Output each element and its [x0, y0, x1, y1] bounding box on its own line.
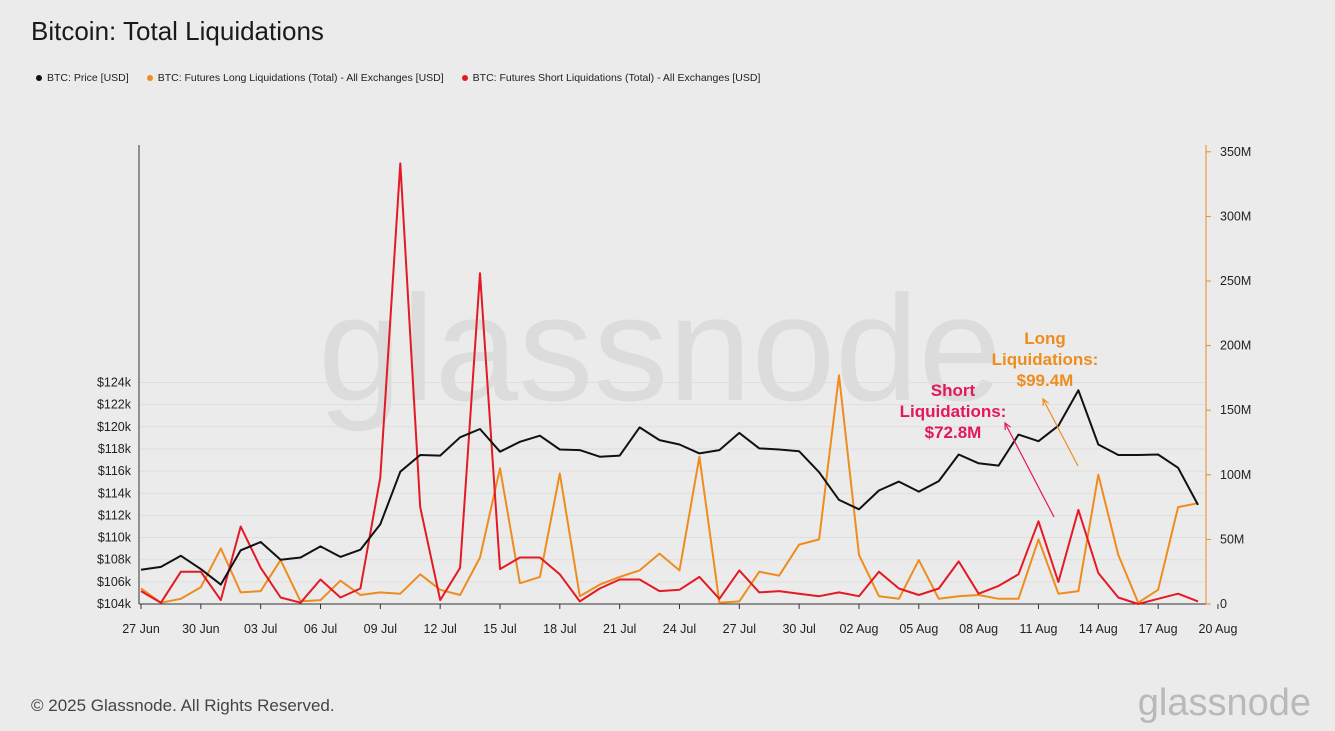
- long-liquidations-annotation-line: Liquidations:: [992, 350, 1099, 369]
- y-left-tick-label: $114k: [98, 486, 132, 500]
- series-line-short-liquidations: [140, 162, 1199, 605]
- chart-legend: BTC: Price [USD] BTC: Futures Long Liqui…: [36, 72, 760, 84]
- y-right-tick-label: 0: [1220, 597, 1227, 611]
- y-right-tick-label: 300M: [1220, 209, 1251, 223]
- x-tick-label: 14 Aug: [1079, 622, 1118, 636]
- x-tick-label: 03 Jul: [244, 622, 277, 636]
- short-liquidations-annotation-line: $72.8M: [925, 423, 982, 442]
- y-right-tick-label: 200M: [1220, 339, 1251, 353]
- x-tick-label: 27 Jul: [723, 622, 756, 636]
- long-annotation-arrow-shaft: [1042, 398, 1079, 467]
- y-right-tick-label: 50M: [1220, 532, 1244, 546]
- y-left-tick-label: $120k: [97, 420, 132, 434]
- x-tick-label: 30 Jul: [782, 622, 815, 636]
- x-tick-label: 21 Jul: [603, 622, 636, 636]
- y-left-tick-label: $110k: [98, 531, 132, 545]
- y-left-tick-label: $104k: [97, 597, 132, 611]
- x-tick-label: 09 Jul: [364, 622, 397, 636]
- x-tick-label: 17 Aug: [1139, 622, 1178, 636]
- x-tick-label: 20 Aug: [1199, 622, 1238, 636]
- x-tick-label: 08 Aug: [959, 622, 998, 636]
- y-right-tick-label: 350M: [1220, 145, 1251, 159]
- x-tick-label: 15 Jul: [483, 622, 516, 636]
- y-right-tick-label: 250M: [1220, 274, 1251, 288]
- series-line-long-liquidations: [140, 374, 1199, 604]
- long-liquidations-annotation-line: $99.4M: [1017, 371, 1074, 390]
- legend-label-price: BTC: Price [USD]: [47, 72, 129, 84]
- x-tick-label: 24 Jul: [663, 622, 696, 636]
- x-tick-label: 30 Jun: [182, 622, 220, 636]
- short-annotation-arrow-head: [1004, 421, 1011, 431]
- y-left-tick-label: $106k: [97, 575, 132, 589]
- legend-item-long-liquidations[interactable]: BTC: Futures Long Liquidations (Total) -…: [146, 72, 444, 84]
- chart-title: Bitcoin: Total Liquidations: [31, 16, 324, 46]
- short-liquidations-annotation-line: Liquidations:: [900, 402, 1007, 421]
- legend-item-price[interactable]: BTC: Price [USD]: [36, 72, 129, 84]
- long-liquidations-annotation-line: Long: [1024, 329, 1066, 348]
- legend-item-short-liquidations[interactable]: BTC: Futures Short Liquidations (Total) …: [461, 72, 761, 84]
- x-tick-label: 11 Aug: [1019, 622, 1057, 636]
- y-left-tick-label: $122k: [97, 398, 132, 412]
- y-left-tick-label: $124k: [97, 376, 132, 390]
- x-tick-label: 27 Jun: [122, 622, 160, 636]
- y-right-tick-label: 100M: [1220, 468, 1251, 482]
- legend-label-long: BTC: Futures Long Liquidations (Total) -…: [157, 72, 444, 84]
- short-annotation-arrow-shaft: [1004, 422, 1055, 518]
- legend-swatch-price: [36, 75, 42, 81]
- legend-label-short: BTC: Futures Short Liquidations (Total) …: [472, 72, 761, 84]
- y-left-tick-label: $116k: [98, 464, 132, 478]
- y-left-tick-label: $112k: [98, 508, 132, 522]
- legend-swatch-long: [146, 75, 153, 81]
- x-tick-label: 12 Jul: [423, 622, 456, 636]
- y-left-tick-label: $118k: [98, 442, 132, 456]
- short-liquidations-annotation-line: Short: [931, 381, 976, 400]
- x-tick-label: 06 Jul: [304, 622, 337, 636]
- long-annotation-arrow-head: [1042, 397, 1049, 407]
- x-tick-label: 18 Jul: [543, 622, 576, 636]
- x-tick-label: 05 Aug: [899, 622, 938, 636]
- series-line-price: [140, 389, 1199, 586]
- x-tick-label: 02 Aug: [840, 622, 879, 636]
- legend-swatch-short: [461, 75, 468, 81]
- watermark-text: glassnode: [318, 264, 1002, 432]
- y-left-tick-label: $108k: [97, 553, 132, 567]
- y-right-tick-label: 150M: [1220, 403, 1251, 417]
- glassnode-logo: glassnode: [1137, 682, 1311, 724]
- copyright-footer: © 2025 Glassnode. All Rights Reserved.: [31, 696, 335, 715]
